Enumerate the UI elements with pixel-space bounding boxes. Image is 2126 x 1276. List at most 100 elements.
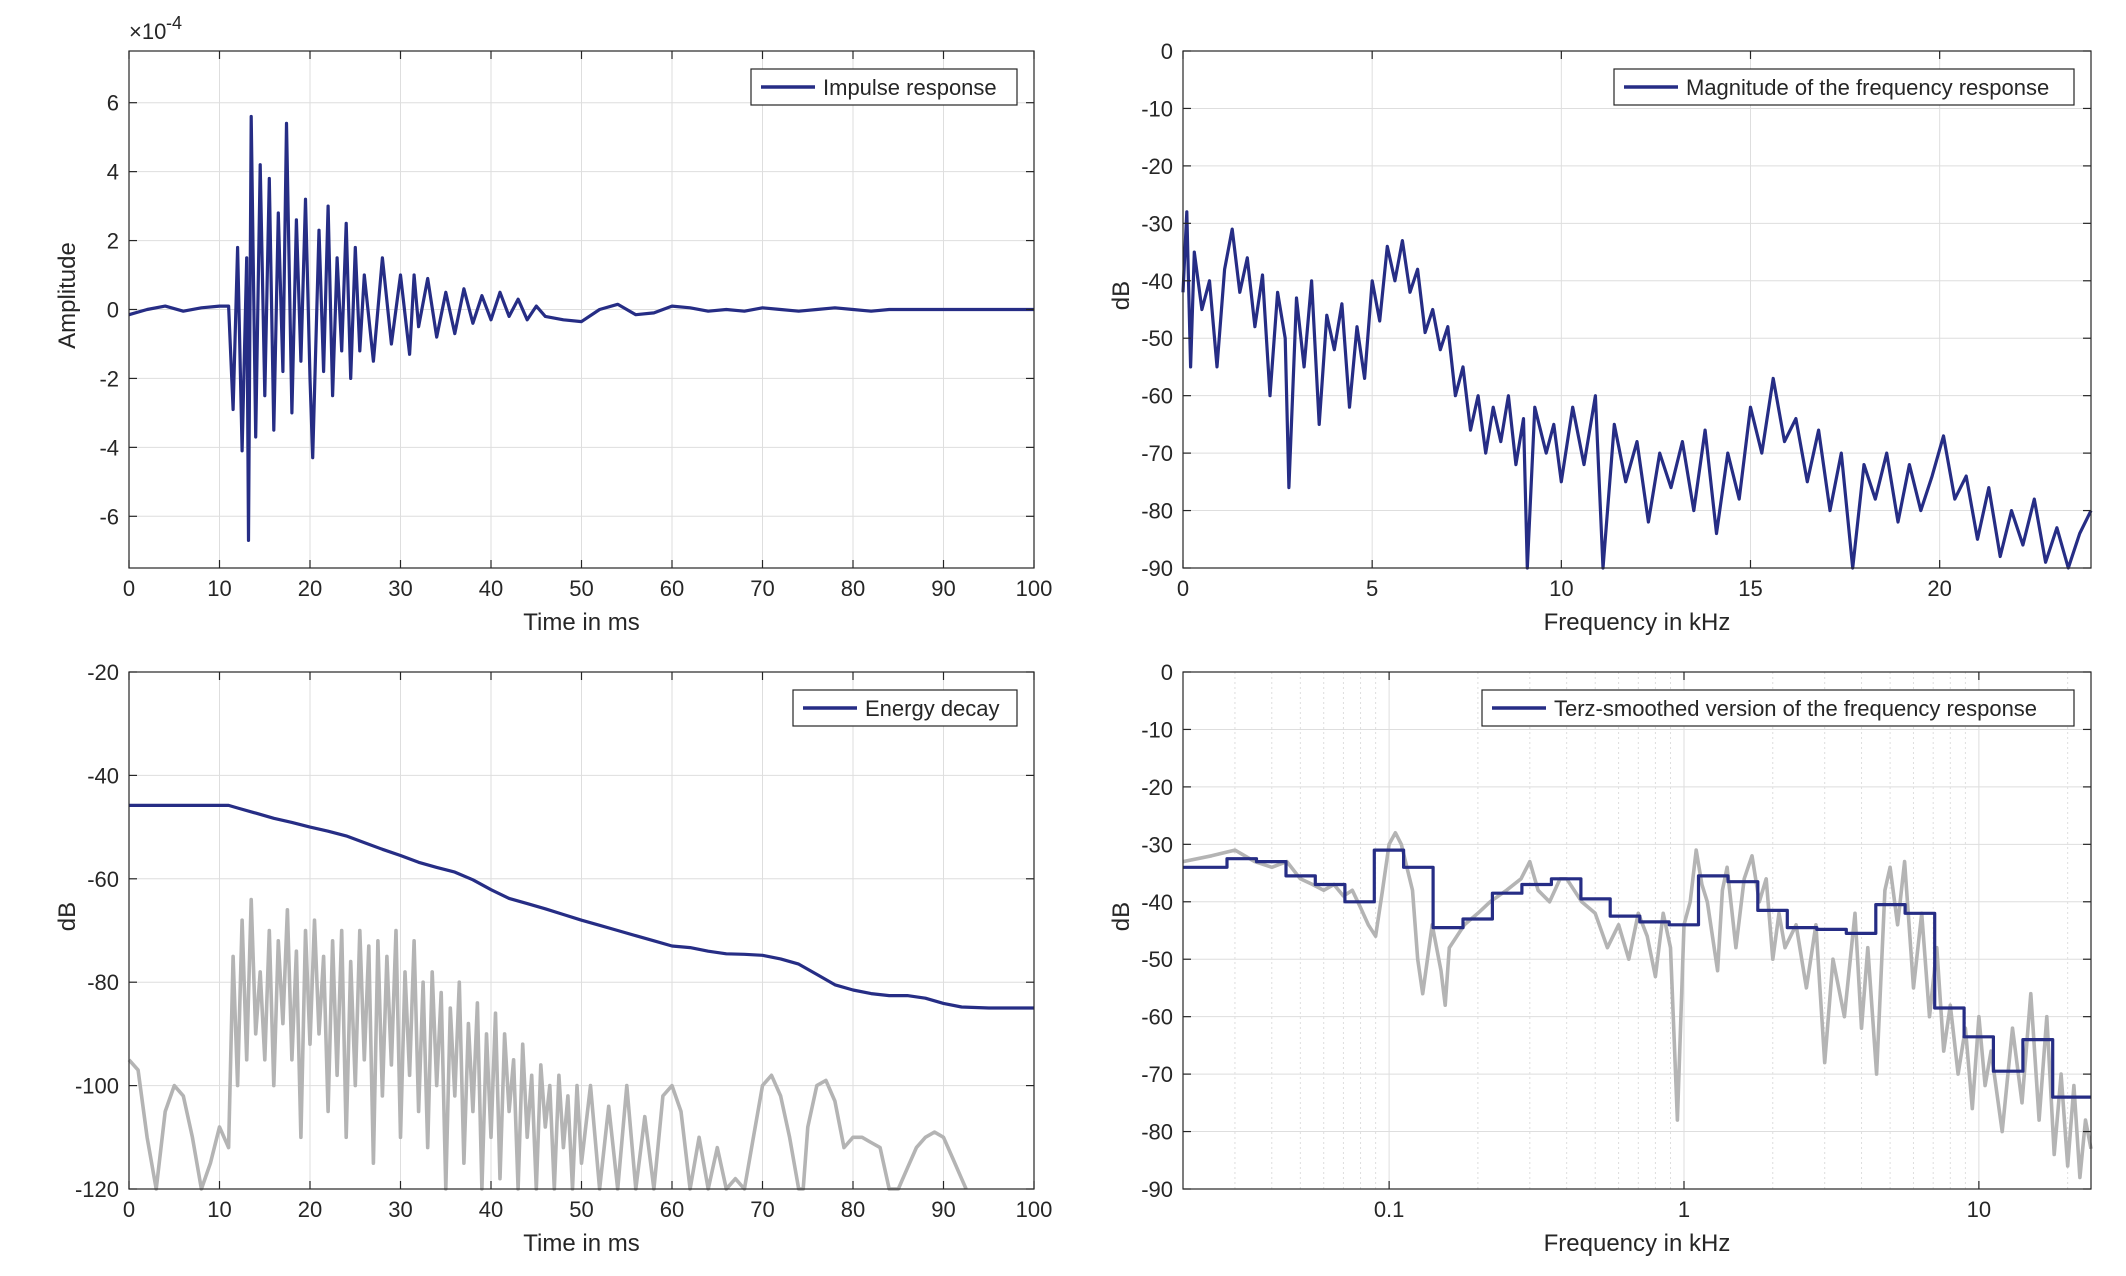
terz-axes-frame: [1182, 671, 2092, 1190]
impulse-response-plot: 0 10 20 30 40 50 60 70 80 90 100 -6 -4 -2 0 2 4 6 Time in…: [54, 13, 1052, 636]
series-line-1: [1183, 848, 2091, 1099]
y-tick-label: 0: [1161, 39, 1173, 64]
legend-entry: Energy decay: [865, 696, 1000, 721]
x-tick-label: 10: [1549, 576, 1573, 601]
x-tick-label: 5: [1366, 576, 1378, 601]
series-line-0: [128, 114, 1034, 543]
terz-legend: Terz-smoothed version of the frequency r…: [1481, 689, 2075, 727]
x-tick-label: 0: [1177, 576, 1189, 601]
x-tick-label: 10: [207, 576, 231, 601]
y-tick-label: 0: [107, 298, 119, 323]
background-series-line: [1182, 830, 2093, 1180]
series-line-1: [129, 803, 1034, 1010]
y-tick-label: -60: [1141, 384, 1173, 409]
impulse-x-axis-label: Time in ms: [523, 609, 639, 636]
x-tick-label: 20: [298, 1197, 322, 1222]
y-tick-label: -40: [1141, 890, 1173, 915]
x-tick-label: 70: [750, 576, 774, 601]
exponent-base: ×10: [129, 19, 166, 44]
impulse-legend: Impulse response: [750, 68, 1018, 106]
magnitude-axes-frame: [1182, 50, 2092, 569]
x-tick-label: 0: [123, 576, 135, 601]
y-tick-label: -6: [99, 504, 119, 529]
impulse-ticks: 0 10 20 30 40 50 60 70 80 90 100 -6 -4 -2 0 2 4 6: [99, 51, 1052, 601]
y-tick-label: -70: [1141, 441, 1173, 466]
magnitude-legend: Magnitude of the frequency response: [1613, 68, 2075, 106]
terz-y-axis-label: dB: [1108, 902, 1135, 931]
x-tick-label: 0.1: [1374, 1197, 1405, 1222]
energy-ticks: 0 10 20 30 40 50 60 70 80 90 100 -20 -40 -60 -80 -100 -1…: [75, 660, 1052, 1222]
x-tick-label: 10: [1967, 1197, 1991, 1222]
y-tick-label: -20: [1141, 154, 1173, 179]
y-tick-label: -30: [1141, 211, 1173, 236]
x-tick-label: 60: [660, 1197, 684, 1222]
magnitude-ticks: 0 5 10 15 20 0 -10 -20 -30 -40 -50 -60 -70 -80 -90: [1141, 39, 2091, 601]
magnitude-response-plot: 0 5 10 15 20 0 -10 -20 -30 -40 -50 -60 -70 -80 -90 Fre…: [1108, 39, 2093, 636]
y-tick-label: -30: [1141, 832, 1173, 857]
x-tick-label: 40: [479, 576, 503, 601]
x-tick-label: 30: [388, 576, 412, 601]
legend-entry: Impulse response: [823, 75, 997, 100]
y-tick-label: -50: [1141, 947, 1173, 972]
legend-box: [1481, 689, 2075, 727]
x-tick-label: 0: [123, 1197, 135, 1222]
energy-decay-plot: 0 10 20 30 40 50 60 70 80 90 100 -20 -40 -60 -80 -100 -1…: [54, 660, 1052, 1257]
energy-y-axis-label: dB: [54, 902, 81, 931]
y-tick-label: 4: [107, 160, 119, 185]
x-tick-label: 20: [298, 576, 322, 601]
energy-series: [127, 803, 1034, 1191]
y-tick-label: -4: [99, 435, 119, 460]
y-tick-label: -40: [1141, 269, 1173, 294]
x-tick-label: 50: [569, 1197, 593, 1222]
y-tick-label: 2: [107, 229, 119, 254]
magnitude-series: [1181, 210, 2093, 570]
y-tick-label: 0: [1161, 660, 1173, 685]
x-tick-label: 50: [569, 576, 593, 601]
y-tick-label: 6: [107, 91, 119, 116]
background-series-line: [127, 897, 968, 1191]
x-tick-label: 100: [1016, 1197, 1053, 1222]
y-tick-label: -60: [87, 867, 119, 892]
y-tick-label: -60: [1141, 1005, 1173, 1030]
x-tick-label: 10: [207, 1197, 231, 1222]
y-tick-label: -70: [1141, 1062, 1173, 1087]
magnitude-y-axis-label: dB: [1108, 281, 1135, 310]
terz-x-axis-label: Frequency in kHz: [1544, 1230, 1731, 1257]
y-tick-label: -50: [1141, 326, 1173, 351]
y-tick-label: -2: [99, 366, 119, 391]
y-tick-label: -80: [1141, 499, 1173, 524]
x-tick-label: 30: [388, 1197, 412, 1222]
exponent-power: -4: [166, 13, 182, 33]
y-tick-label: -100: [75, 1074, 119, 1099]
y-tick-label: -20: [87, 660, 119, 685]
x-tick-label: 90: [931, 576, 955, 601]
impulse-series: [128, 114, 1034, 543]
legend-entry: Terz-smoothed version of the frequency r…: [1554, 696, 2037, 721]
x-tick-label: 80: [841, 576, 865, 601]
impulse-exponent-label: ×10 -4: [129, 13, 182, 44]
x-tick-label: 20: [1927, 576, 1951, 601]
x-tick-label: 70: [750, 1197, 774, 1222]
y-tick-label: -90: [1141, 556, 1173, 581]
legend-entry: Magnitude of the frequency response: [1686, 75, 2049, 100]
x-tick-label: 40: [479, 1197, 503, 1222]
x-tick-label: 100: [1016, 576, 1053, 601]
y-tick-label: -10: [1141, 96, 1173, 121]
x-tick-label: 80: [841, 1197, 865, 1222]
x-tick-label: 15: [1738, 576, 1762, 601]
magnitude-x-axis-label: Frequency in kHz: [1544, 609, 1731, 636]
y-tick-label: -90: [1141, 1177, 1173, 1202]
y-tick-label: -80: [1141, 1120, 1173, 1145]
terz-ticks: 0.1 1 10 0 -10 -20 -30 -40 -50 -60 -70 -80 -90: [1141, 660, 2091, 1222]
y-tick-label: -120: [75, 1177, 119, 1202]
x-tick-label: 1: [1678, 1197, 1690, 1222]
terz-smoothed-plot: 0.1 1 10 0 -10 -20 -30 -40 -50 -60 -70 -80 -90 Frequ…: [1108, 660, 2093, 1257]
energy-x-axis-label: Time in ms: [523, 1230, 639, 1257]
energy-legend: Energy decay: [792, 689, 1018, 727]
legend-box: [1613, 68, 2075, 106]
x-tick-label: 60: [660, 576, 684, 601]
impulse-y-axis-label: Amplitude: [54, 242, 81, 349]
terz-series: [1182, 830, 2093, 1180]
